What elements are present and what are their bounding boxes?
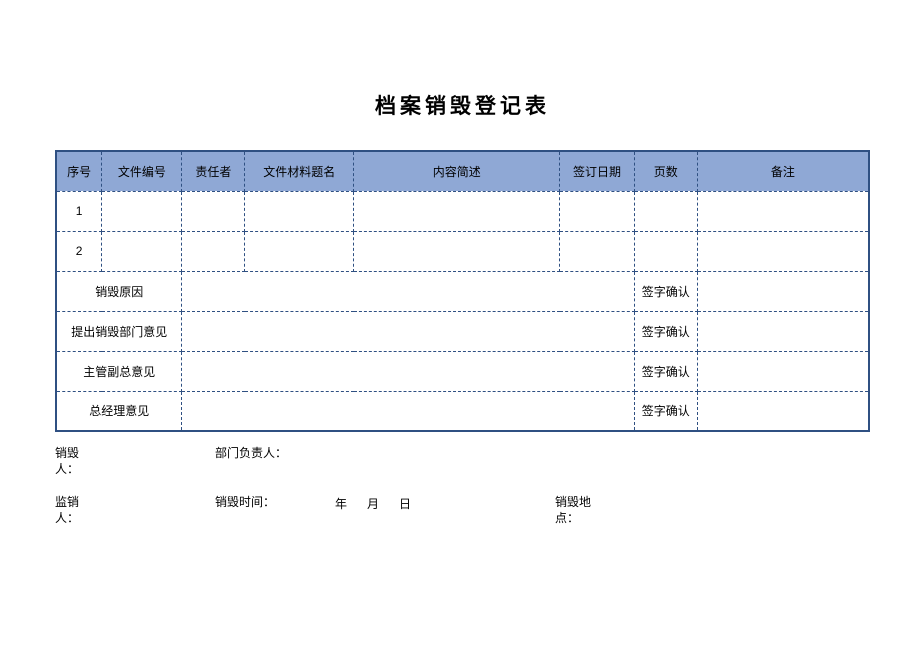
- table-row: 1: [56, 191, 869, 231]
- cell: [354, 231, 560, 271]
- footer-destroyer: 销毁人：: [55, 446, 215, 477]
- label-destroy-time: 销毁时间：: [215, 495, 275, 511]
- label-reason: 销毁原因: [56, 271, 182, 311]
- label-supervisor: 监销人：: [55, 495, 83, 526]
- label-month: 月: [367, 495, 379, 512]
- col-sign-date: 签订日期: [560, 151, 634, 191]
- row-gm-opinion: 总经理意见 签字确认: [56, 391, 869, 431]
- cell: [560, 191, 634, 231]
- cell: [102, 231, 182, 271]
- col-pages: 页数: [634, 151, 697, 191]
- cell: [182, 391, 634, 431]
- label-sign-confirm: 签字确认: [634, 271, 697, 311]
- cell: [634, 191, 697, 231]
- col-summary: 内容简述: [354, 151, 560, 191]
- footer-row: 销毁人： 部门负责人：: [55, 446, 870, 477]
- cell: [634, 231, 697, 271]
- label-dept-opinion: 提出销毁部门意见: [56, 311, 182, 351]
- col-seq: 序号: [56, 151, 102, 191]
- cell-seq: 1: [56, 191, 102, 231]
- label-vp-opinion: 主管副总意见: [56, 351, 182, 391]
- page-title: 档案销毁登记表: [55, 90, 870, 120]
- cell: [697, 231, 869, 271]
- table-row: 2: [56, 231, 869, 271]
- label-destroyer: 销毁人：: [55, 446, 83, 477]
- destruction-table: 序号 文件编号 责任者 文件材料题名 内容简述 签订日期 页数 备注 1 2: [55, 150, 870, 432]
- label-year: 年: [335, 495, 347, 512]
- col-doc-title: 文件材料题名: [245, 151, 354, 191]
- cell: [354, 191, 560, 231]
- cell: [697, 191, 869, 231]
- label-destroy-place: 销毁地点：: [555, 495, 595, 526]
- col-remark: 备注: [697, 151, 869, 191]
- cell: [182, 351, 634, 391]
- cell: [697, 271, 869, 311]
- cell: [697, 311, 869, 351]
- footer-destroy-time: 销毁时间： 年 月 日: [215, 495, 555, 512]
- table-header-row: 序号 文件编号 责任者 文件材料题名 内容简述 签订日期 页数 备注: [56, 151, 869, 191]
- cell: [182, 271, 634, 311]
- label-gm-opinion: 总经理意见: [56, 391, 182, 431]
- row-dept-opinion: 提出销毁部门意见 签字确认: [56, 311, 869, 351]
- cell: [182, 231, 245, 271]
- label-day: 日: [399, 495, 411, 512]
- footer: 销毁人： 部门负责人： 监销人： 销毁时间： 年 月 日 销毁地点：: [55, 446, 870, 526]
- cell: [697, 351, 869, 391]
- footer-supervisor: 监销人：: [55, 495, 215, 526]
- label-dept-head: 部门负责人：: [215, 446, 287, 462]
- label-sign-confirm: 签字确认: [634, 311, 697, 351]
- footer-destroy-place: 销毁地点：: [555, 495, 595, 526]
- cell: [102, 191, 182, 231]
- label-sign-confirm: 签字确认: [634, 391, 697, 431]
- cell-seq: 2: [56, 231, 102, 271]
- row-reason: 销毁原因 签字确认: [56, 271, 869, 311]
- cell: [697, 391, 869, 431]
- cell: [182, 191, 245, 231]
- cell: [245, 191, 354, 231]
- label-sign-confirm: 签字确认: [634, 351, 697, 391]
- cell: [560, 231, 634, 271]
- page: 档案销毁登记表 序号 文件编号 责任者 文件材料题名 内容简述 签订日期 页数 …: [0, 0, 920, 584]
- row-vp-opinion: 主管副总意见 签字确认: [56, 351, 869, 391]
- col-file-no: 文件编号: [102, 151, 182, 191]
- cell: [245, 231, 354, 271]
- cell: [182, 311, 634, 351]
- footer-dept-head: 部门负责人：: [215, 446, 287, 462]
- col-responsible: 责任者: [182, 151, 245, 191]
- footer-row: 监销人： 销毁时间： 年 月 日 销毁地点：: [55, 495, 870, 526]
